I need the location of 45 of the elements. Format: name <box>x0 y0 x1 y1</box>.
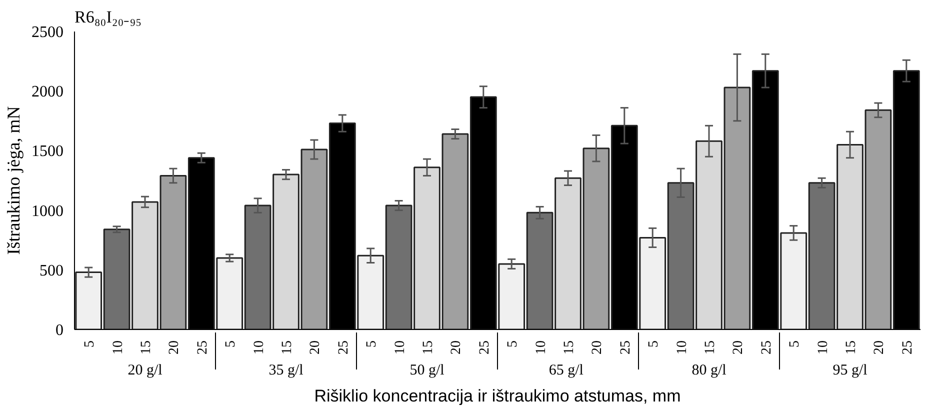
chart-title: R6₈₀I₂₀₋₉₅ <box>74 8 142 26</box>
y-tick-label: 1500 <box>32 143 64 160</box>
text: 20 <box>731 340 746 354</box>
text: 20 <box>449 340 464 354</box>
text: 15 <box>139 340 154 354</box>
x-tick-label: 50 g/l <box>410 362 444 378</box>
x-tick-label: 65 g/l <box>548 362 584 378</box>
text: 10 <box>110 340 126 354</box>
y-tick-label: 0 <box>56 322 64 339</box>
text: 5 <box>506 340 521 348</box>
text: 15 <box>421 340 436 354</box>
text: 5 <box>788 340 803 348</box>
text: 25 <box>618 340 634 354</box>
text: 5 <box>82 340 98 348</box>
text: 25 <box>477 340 492 354</box>
text: 15 <box>562 340 577 354</box>
text: 20 <box>590 340 606 354</box>
text: 20 <box>308 340 324 354</box>
text: 15 <box>844 340 859 354</box>
text: 10 <box>392 340 408 354</box>
text: 25 <box>336 340 352 354</box>
y-axis-title: Ištraukimo jėga, mN <box>4 106 24 255</box>
text: 25 <box>195 340 210 354</box>
x-axis-title: Rišiklio koncentracija ir ištraukimo atstumas, mm <box>314 386 681 406</box>
text: 25 <box>759 340 774 354</box>
y-tick-label: 500 <box>40 262 64 280</box>
text: 5 <box>364 340 380 348</box>
text: 15 <box>703 340 718 354</box>
x-tick-label: 35 g/l <box>268 362 304 378</box>
x-tick-label: 20 g/l <box>128 362 162 378</box>
text: 20 <box>872 340 888 354</box>
text: 5 <box>224 340 239 348</box>
y-tick-label: 2000 <box>32 84 64 101</box>
y-tick-label: 1000 <box>32 202 64 220</box>
x-tick-label: 80 g/l <box>692 362 726 378</box>
text: 10 <box>816 340 831 354</box>
text: 20 <box>167 340 182 354</box>
text: 10 <box>674 340 690 354</box>
text: 10 <box>252 340 267 354</box>
x-tick-label: 95 g/l <box>832 362 868 378</box>
text: 15 <box>280 340 295 354</box>
text: 25 <box>900 340 916 354</box>
y-tick-label: 2500 <box>32 24 64 41</box>
text: 10 <box>534 340 549 354</box>
text: 5 <box>646 340 662 348</box>
